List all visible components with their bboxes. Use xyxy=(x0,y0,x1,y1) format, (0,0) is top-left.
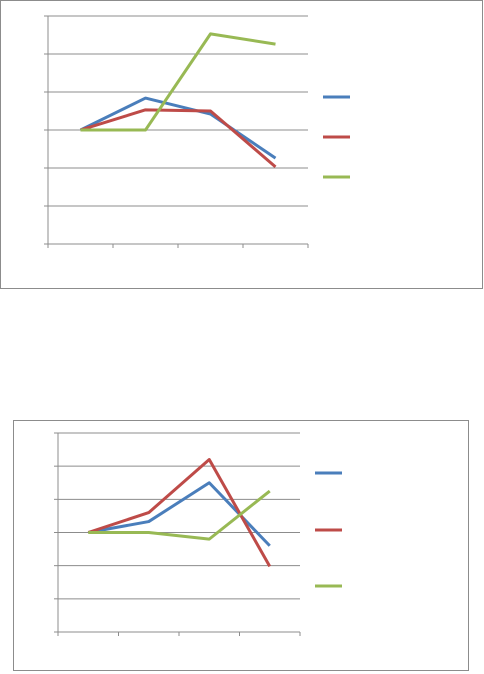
series-line xyxy=(87,458,272,568)
series-line xyxy=(88,489,271,541)
series-line xyxy=(80,108,277,168)
chart-frame xyxy=(0,0,483,289)
series-line xyxy=(80,32,276,132)
series-line xyxy=(79,96,277,160)
chart-frame xyxy=(13,420,469,671)
